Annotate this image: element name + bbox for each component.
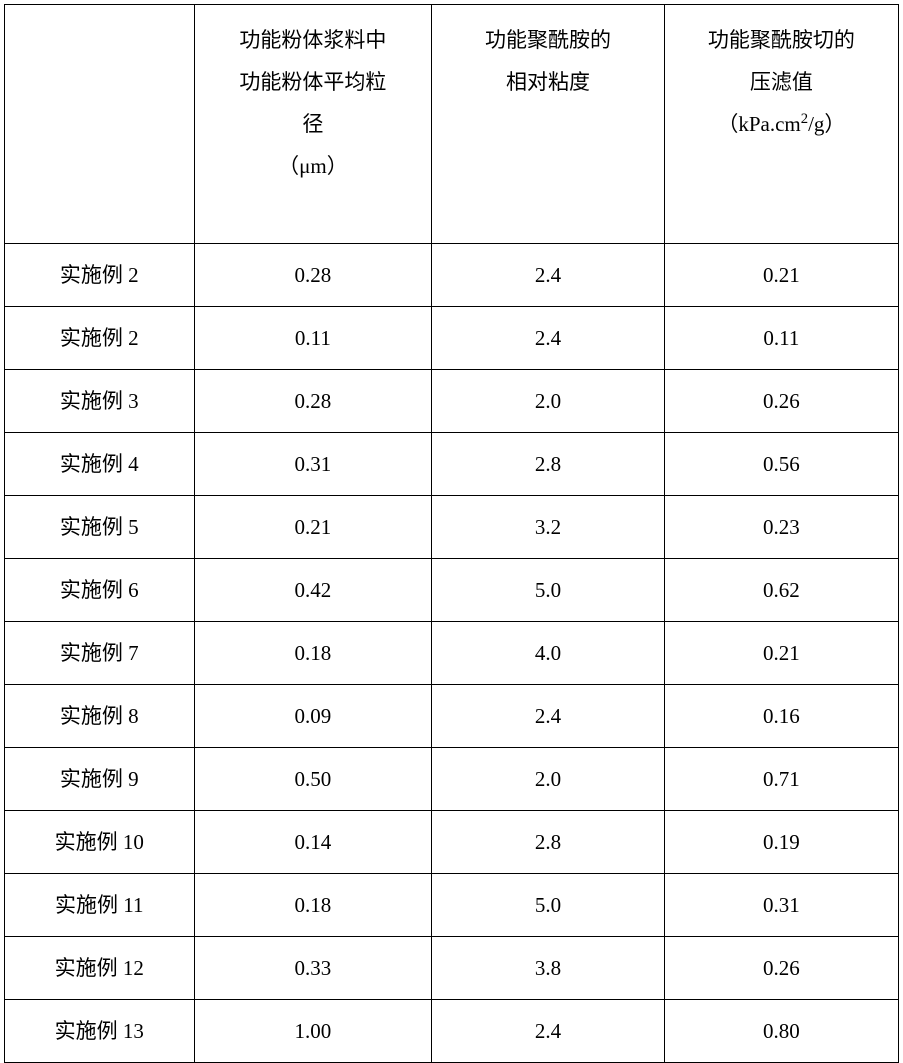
table-row: 实施例 80.092.40.16 <box>5 685 899 748</box>
table-cell: 实施例 8 <box>5 685 195 748</box>
table-header: 功能粉体浆料中 功能粉体平均粒 径 （μm） 功能聚酰胺的 相对粘度 功能聚酰胺… <box>5 5 899 244</box>
table-cell: 5.0 <box>432 874 664 937</box>
table-row: 实施例 120.333.80.26 <box>5 937 899 1000</box>
table-cell: 0.26 <box>664 937 898 1000</box>
col-header-0 <box>5 5 195 244</box>
table-cell: 实施例 10 <box>5 811 195 874</box>
table-cell: 2.4 <box>432 1000 664 1063</box>
table-cell: 0.21 <box>194 496 432 559</box>
table-cell: 0.33 <box>194 937 432 1000</box>
table-cell: 实施例 4 <box>5 433 195 496</box>
col-header-3-line-1: 压滤值 <box>671 61 892 103</box>
table-cell: 实施例 12 <box>5 937 195 1000</box>
table-cell: 0.28 <box>194 370 432 433</box>
table-cell: 0.21 <box>664 244 898 307</box>
table-row: 实施例 100.142.80.19 <box>5 811 899 874</box>
table-cell: 2.8 <box>432 811 664 874</box>
table-cell: 0.14 <box>194 811 432 874</box>
table-body: 实施例 20.282.40.21实施例 20.112.40.11实施例 30.2… <box>5 244 899 1063</box>
table-cell: 2.8 <box>432 433 664 496</box>
table-cell: 0.71 <box>664 748 898 811</box>
table-cell: 1.00 <box>194 1000 432 1063</box>
table-cell: 0.80 <box>664 1000 898 1063</box>
table-cell: 实施例 7 <box>5 622 195 685</box>
table-row: 实施例 70.184.00.21 <box>5 622 899 685</box>
table-cell: 实施例 9 <box>5 748 195 811</box>
data-table: 功能粉体浆料中 功能粉体平均粒 径 （μm） 功能聚酰胺的 相对粘度 功能聚酰胺… <box>4 4 899 1063</box>
table-cell: 0.31 <box>194 433 432 496</box>
table-cell: 0.11 <box>194 307 432 370</box>
table-cell: 0.56 <box>664 433 898 496</box>
col-header-1: 功能粉体浆料中 功能粉体平均粒 径 （μm） <box>194 5 432 244</box>
table-cell: 2.0 <box>432 370 664 433</box>
table-cell: 2.4 <box>432 685 664 748</box>
col-header-2: 功能聚酰胺的 相对粘度 <box>432 5 664 244</box>
col-header-1-line-0: 功能粉体浆料中 <box>201 19 426 61</box>
col-header-1-line-3: （μm） <box>201 145 426 187</box>
table-cell: 实施例 11 <box>5 874 195 937</box>
table-cell: 0.23 <box>664 496 898 559</box>
table-row: 实施例 30.282.00.26 <box>5 370 899 433</box>
col-header-1-line-1: 功能粉体平均粒 <box>201 61 426 103</box>
table-cell: 0.09 <box>194 685 432 748</box>
table-cell: 2.0 <box>432 748 664 811</box>
col-header-3-line-2: （kPa.cm2/g） <box>671 103 892 145</box>
table-row: 实施例 90.502.00.71 <box>5 748 899 811</box>
table-row: 实施例 40.312.80.56 <box>5 433 899 496</box>
table-cell: 0.16 <box>664 685 898 748</box>
col-header-3: 功能聚酰胺切的 压滤值 （kPa.cm2/g） <box>664 5 898 244</box>
col-header-3-line-0: 功能聚酰胺切的 <box>671 19 892 61</box>
table-cell: 实施例 5 <box>5 496 195 559</box>
table-cell: 0.26 <box>664 370 898 433</box>
table-cell: 0.31 <box>664 874 898 937</box>
table-cell: 0.21 <box>664 622 898 685</box>
col-header-1-line-2: 径 <box>201 103 426 145</box>
table-cell: 0.18 <box>194 874 432 937</box>
table-cell: 实施例 13 <box>5 1000 195 1063</box>
table-cell: 0.19 <box>664 811 898 874</box>
table-cell: 实施例 2 <box>5 244 195 307</box>
col-header-2-line-1: 相对粘度 <box>438 61 657 103</box>
table-cell: 0.42 <box>194 559 432 622</box>
table-cell: 0.11 <box>664 307 898 370</box>
table-cell: 0.50 <box>194 748 432 811</box>
table-cell: 0.28 <box>194 244 432 307</box>
table-cell: 实施例 3 <box>5 370 195 433</box>
table-cell: 5.0 <box>432 559 664 622</box>
col-header-2-line-0: 功能聚酰胺的 <box>438 19 657 61</box>
table-cell: 4.0 <box>432 622 664 685</box>
table-row: 实施例 20.282.40.21 <box>5 244 899 307</box>
table-header-row: 功能粉体浆料中 功能粉体平均粒 径 （μm） 功能聚酰胺的 相对粘度 功能聚酰胺… <box>5 5 899 244</box>
table-cell: 实施例 6 <box>5 559 195 622</box>
table-cell: 实施例 2 <box>5 307 195 370</box>
table-cell: 0.18 <box>194 622 432 685</box>
table-row: 实施例 60.425.00.62 <box>5 559 899 622</box>
page: 功能粉体浆料中 功能粉体平均粒 径 （μm） 功能聚酰胺的 相对粘度 功能聚酰胺… <box>0 0 903 1000</box>
table-cell: 2.4 <box>432 307 664 370</box>
table-row: 实施例 110.185.00.31 <box>5 874 899 937</box>
table-cell: 0.62 <box>664 559 898 622</box>
table-cell: 2.4 <box>432 244 664 307</box>
table-row: 实施例 20.112.40.11 <box>5 307 899 370</box>
table-cell: 3.8 <box>432 937 664 1000</box>
table-row: 实施例 131.002.40.80 <box>5 1000 899 1063</box>
table-row: 实施例 50.213.20.23 <box>5 496 899 559</box>
table-cell: 3.2 <box>432 496 664 559</box>
